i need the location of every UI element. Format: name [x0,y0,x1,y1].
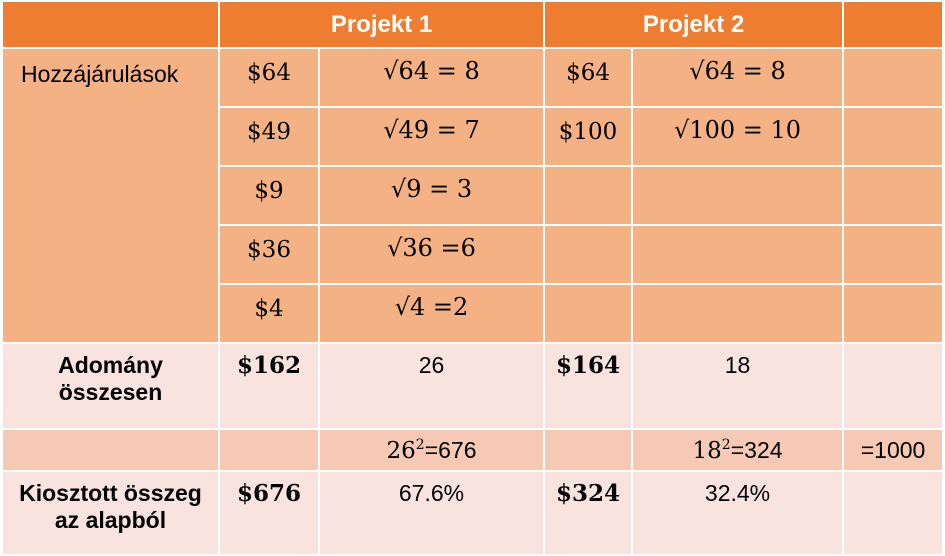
empty-cell [842,470,945,556]
project1-header: Projekt 1 [217,0,546,49]
p2-contribution-amount: $100 [543,106,634,167]
p1-contribution-sqrt: √9 = 3 [317,165,546,226]
squares-total: =1000 [842,428,945,472]
p1-contribution-amount: $49 [218,106,320,167]
p2-square-exponent: 2 [721,436,731,453]
p2-contribution-sqrt [631,283,845,344]
p2-contribution-sqrt [631,224,845,285]
empty-cell [842,224,945,285]
donation-total-label: Adomány összesen [1,342,220,430]
p1-contribution-amount: $64 [218,47,320,108]
p1-contribution-sqrt: √36 =6 [317,224,546,285]
p1-sqrt-sum: 26 [317,342,546,430]
p1-square: 262=676 [317,428,546,472]
contribution-row: $4 √4 =2 [2,283,945,344]
empty-cell [543,428,634,472]
p2-contribution-amount [543,283,634,344]
p1-square-exponent: 2 [415,436,425,453]
p1-allocation-percent: 67.6% [317,470,546,556]
p2-contribution-sqrt: √100 = 10 [631,106,845,167]
p1-contribution-amount: $36 [218,224,320,285]
empty-cell [218,428,320,472]
empty-cell [1,428,220,472]
header-empty-cell [1,0,220,49]
contribution-row: $36 √36 =6 [2,224,945,285]
p1-contribution-sqrt: √49 = 7 [317,106,546,167]
p1-contribution-sqrt: √4 =2 [317,283,546,344]
donation-total-row: Adomány összesen $162 26 $164 18 [1,342,945,430]
empty-cell [842,342,945,430]
contribution-row: $9 √9 = 3 [2,165,945,226]
p2-square-base: 18 [692,437,722,464]
contributions-label: Hozzájárulások [1,47,220,344]
p1-contribution-amount: $4 [218,283,320,344]
contribution-row: $49 √49 = 7 $100 √100 = 10 [2,106,945,167]
p2-square: 182=324 [631,428,845,472]
allocation-row: Kiosztott összeg az alapból $676 67.6% $… [1,470,945,556]
p1-square-result: =676 [424,436,477,463]
p2-sqrt-sum: 18 [631,342,845,430]
p2-contribution-amount [543,165,634,226]
contribution-row: Hozzájárulások $64 √64 = 8 $64 √64 = 8 [1,47,945,344]
p2-square-result: =324 [730,436,783,463]
empty-cell [842,106,945,167]
empty-cell [842,47,945,108]
project2-header: Projekt 2 [543,0,845,49]
p1-allocation-amount: $676 [218,470,320,556]
p2-contribution-amount: $64 [543,47,634,108]
p2-contribution-sqrt: √64 = 8 [631,47,845,108]
header-empty-cell [842,0,945,49]
p2-contribution-sqrt [631,165,845,226]
p2-contribution-amount [543,224,634,285]
p2-donation-total: $164 [543,342,634,430]
donation-total-label-line2: összesen [58,379,163,405]
header-row: Projekt 1 Projekt 2 [1,0,945,49]
donation-total-label-line1: Adomány [58,352,163,378]
squares-row: 262=676 182=324 =1000 [1,428,945,472]
allocation-label-line2: az alapból [54,507,167,533]
p1-contribution-sqrt: √64 = 8 [317,47,546,108]
allocation-label-line1: Kiosztott összeg [19,480,202,506]
p1-donation-total: $162 [218,342,320,430]
empty-cell [842,165,945,226]
p1-square-base: 26 [386,437,416,464]
p1-contribution-amount: $9 [218,165,320,226]
p2-allocation-percent: 32.4% [631,470,845,556]
allocation-label: Kiosztott összeg az alapból [1,470,220,556]
empty-cell [842,283,945,344]
p2-allocation-amount: $324 [543,470,634,556]
